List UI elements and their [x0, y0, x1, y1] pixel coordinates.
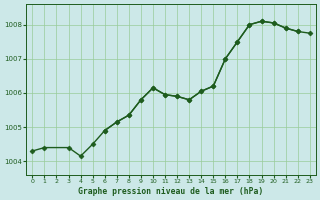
X-axis label: Graphe pression niveau de la mer (hPa): Graphe pression niveau de la mer (hPa): [78, 187, 264, 196]
